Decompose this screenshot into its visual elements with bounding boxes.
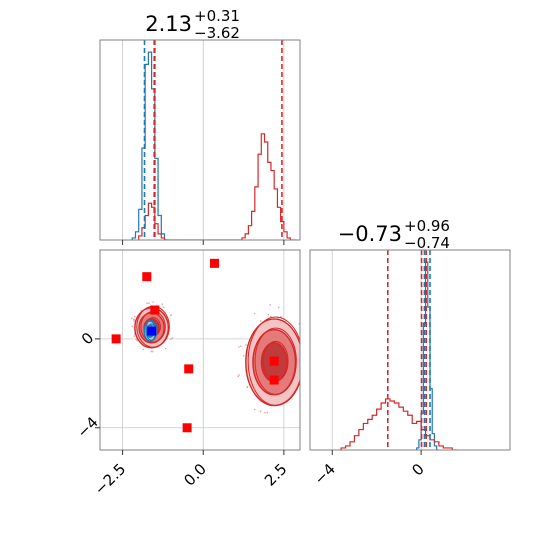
sample-dot bbox=[238, 374, 240, 376]
panel-title-2: −0.73 +0.96−0.74 bbox=[338, 217, 450, 252]
x-tick-label: 2.5 bbox=[261, 460, 291, 490]
sample-dot bbox=[240, 345, 242, 347]
sample-dot bbox=[306, 352, 308, 354]
panel-frame bbox=[99, 39, 301, 241]
sample-dot bbox=[301, 355, 303, 357]
y-tick-label: −4 bbox=[73, 413, 101, 441]
sample-dot bbox=[133, 315, 136, 318]
y-tick-label: 0 bbox=[78, 329, 97, 348]
x-tick-label: 0.0 bbox=[180, 460, 210, 490]
sample-dot bbox=[237, 375, 240, 378]
title-upper-error: +0.31 bbox=[194, 7, 240, 25]
sample-dot bbox=[253, 408, 256, 411]
sample-dot bbox=[133, 335, 135, 337]
sample-marker bbox=[182, 423, 192, 433]
contour-outline bbox=[247, 316, 300, 406]
sample-dot bbox=[135, 338, 138, 341]
panel-frame bbox=[99, 249, 301, 451]
sample-marker bbox=[150, 305, 160, 315]
histogram-series-1 bbox=[138, 133, 297, 240]
sample-dot bbox=[304, 359, 306, 361]
panel-frame bbox=[309, 249, 511, 451]
sample-marker bbox=[269, 375, 279, 385]
histogram-series-1 bbox=[340, 398, 457, 450]
sample-dot bbox=[253, 312, 256, 315]
sample-dot bbox=[246, 386, 249, 389]
sample-dot bbox=[133, 320, 135, 322]
histogram-series-0 bbox=[131, 51, 168, 240]
sample-dot bbox=[171, 336, 174, 339]
sample-dot bbox=[136, 340, 138, 342]
sample-dot bbox=[259, 320, 262, 322]
sample-dot bbox=[161, 303, 164, 305]
title-main: 2.13 bbox=[145, 12, 192, 36]
sample-marker bbox=[184, 364, 194, 374]
sample-dot bbox=[238, 346, 240, 348]
sample-dot bbox=[245, 344, 247, 346]
truth-marker bbox=[147, 326, 157, 336]
sample-dot bbox=[152, 301, 154, 303]
title-upper-error: +0.96 bbox=[404, 217, 450, 235]
title-lower-error: −0.74 bbox=[404, 234, 450, 252]
sample-dot bbox=[269, 304, 272, 306]
title-lower-error: −3.62 bbox=[194, 24, 240, 42]
sample-marker bbox=[269, 356, 279, 366]
sample-dot bbox=[267, 313, 270, 316]
sample-dot bbox=[150, 350, 153, 353]
sample-dot bbox=[133, 318, 135, 321]
sample-dot bbox=[164, 347, 167, 350]
panel-title-0: 2.13 +0.31−3.62 bbox=[145, 7, 240, 42]
sample-dot bbox=[131, 325, 134, 328]
sample-dot bbox=[301, 343, 303, 345]
sample-dot bbox=[142, 348, 145, 351]
sample-dot bbox=[170, 338, 172, 340]
sample-dot bbox=[242, 354, 245, 357]
sample-dot bbox=[146, 302, 148, 305]
sample-dot bbox=[259, 410, 262, 413]
sample-marker bbox=[210, 258, 220, 268]
title-main: −0.73 bbox=[338, 222, 402, 246]
sample-marker bbox=[111, 334, 121, 344]
sample-dot bbox=[277, 306, 280, 309]
x-tick-label: 0 bbox=[408, 460, 427, 479]
contour-outline bbox=[254, 327, 297, 395]
sample-dot bbox=[264, 412, 266, 414]
sample-dot bbox=[306, 330, 308, 332]
x-tick-label: −4 bbox=[311, 460, 339, 488]
sample-dot bbox=[266, 411, 269, 414]
sample-dot bbox=[130, 317, 133, 320]
sample-dot bbox=[162, 306, 165, 309]
sample-dot bbox=[306, 335, 308, 337]
sample-dot bbox=[170, 314, 172, 316]
x-tick-label: −2.5 bbox=[91, 460, 129, 498]
sample-dot bbox=[151, 350, 154, 353]
sample-marker bbox=[142, 272, 152, 282]
sample-dot bbox=[270, 315, 272, 318]
sample-dot bbox=[148, 302, 150, 304]
sample-dot bbox=[280, 315, 282, 318]
